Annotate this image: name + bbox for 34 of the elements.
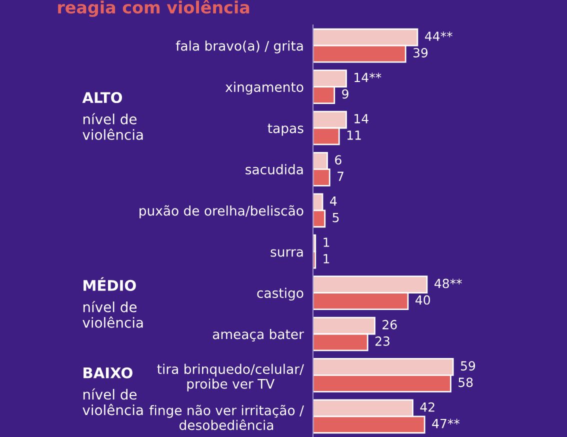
data-label: 5	[332, 212, 339, 222]
text: reagia com violência	[58, 0, 250, 17]
data-label: 9	[342, 89, 348, 99]
data-label: 14	[354, 114, 368, 124]
y-tick-label: fala bravo(a) / grita	[176, 40, 303, 54]
data-label: 58	[458, 378, 473, 388]
data-label: 23	[375, 336, 390, 346]
data-label: 47**	[432, 418, 460, 428]
data-label: 6	[335, 155, 342, 165]
y-tick-label: ameaça bater	[212, 328, 304, 342]
y-tick-label: finge não ver irritação / desobediência	[149, 404, 304, 430]
data-label: 48**	[434, 278, 462, 288]
data-label: 11	[347, 130, 361, 140]
data-label: 44**	[425, 32, 452, 41]
data-label: 1	[324, 254, 330, 264]
y-tick-label: xingamento	[225, 82, 304, 95]
data-label: 39	[413, 48, 428, 58]
y-tick-label: tapas	[268, 124, 304, 136]
data-label: 1	[324, 238, 330, 247]
y-tick-label: castigo	[257, 288, 304, 301]
text: ALTO nível de violência	[82, 92, 143, 140]
y-tick-label: sacudida	[246, 164, 303, 174]
y-tick-label: surra	[270, 249, 303, 257]
data-label: 42	[420, 402, 434, 412]
data-label: 26	[382, 320, 397, 330]
text: MÉDIO nível de violência	[82, 277, 143, 328]
data-label: 7	[338, 172, 344, 181]
y-tick-label: tira brinquedo/celular/ proibe ver TV	[157, 364, 304, 392]
y-tick-label: puxão de orelha/beliscão	[140, 205, 304, 218]
data-label: 59	[460, 361, 476, 371]
data-label: 40	[416, 295, 430, 305]
text: BAIXO nível de violência	[82, 367, 143, 416]
data-label: 14**	[354, 72, 382, 82]
data-label: 4	[330, 196, 337, 206]
